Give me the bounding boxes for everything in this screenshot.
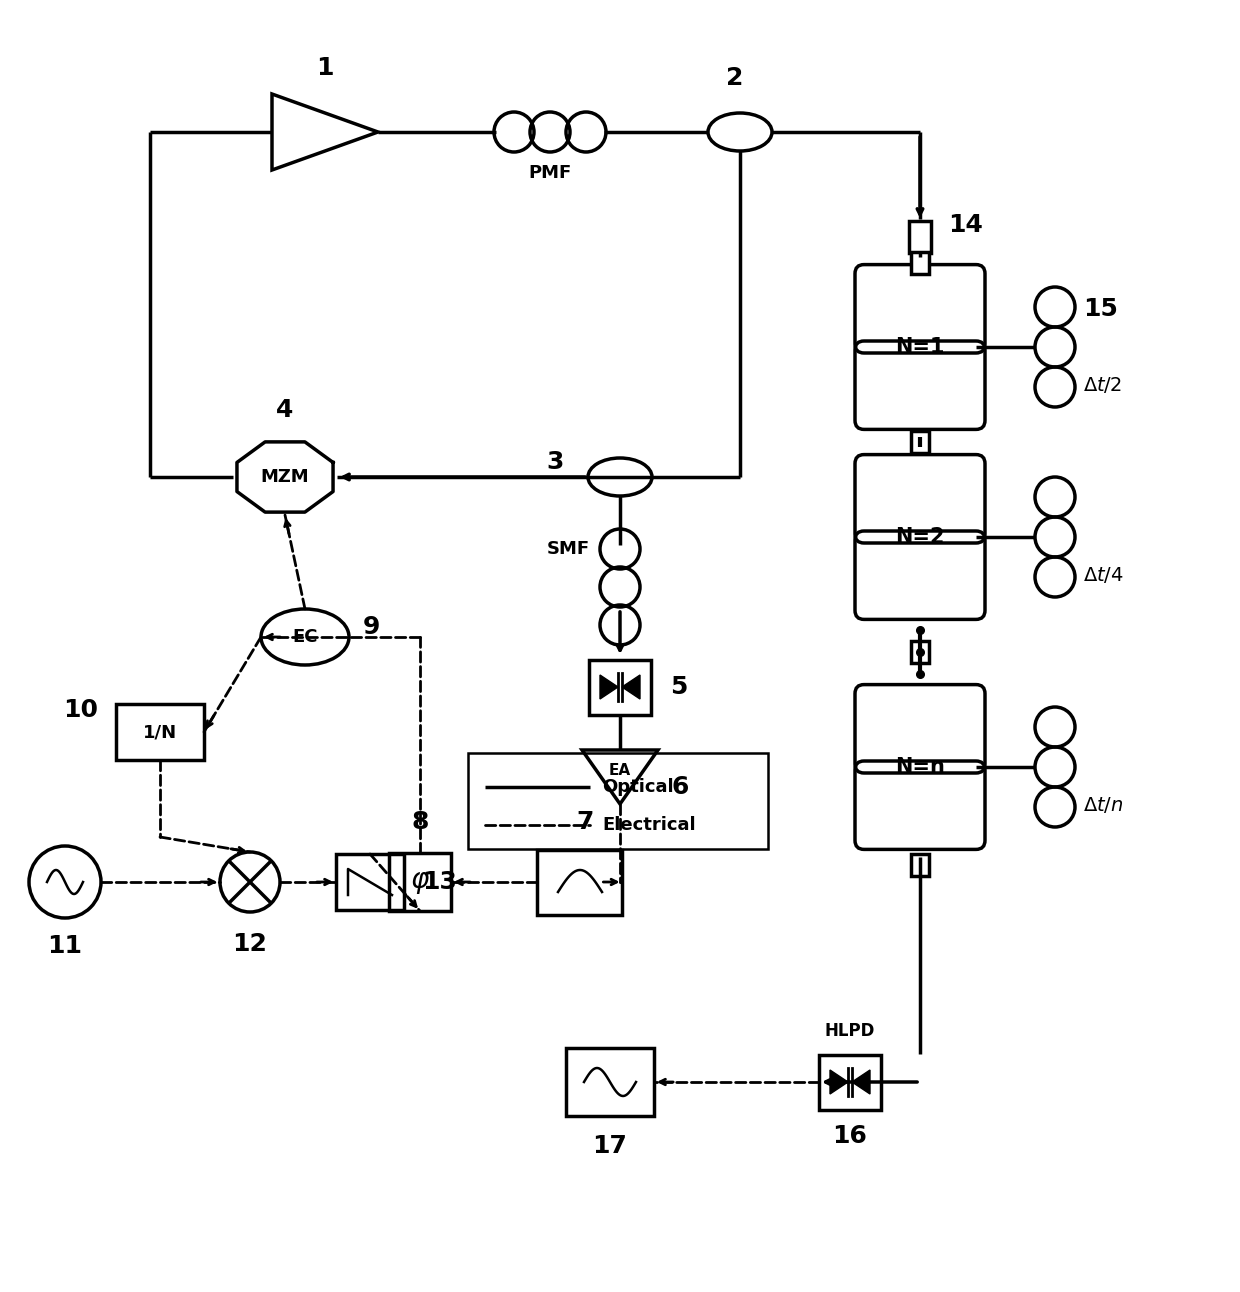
Text: MZM: MZM [260,468,309,486]
Text: HLPD: HLPD [825,1022,875,1040]
Text: N=n: N=n [895,757,945,776]
Text: $\Delta t/4$: $\Delta t/4$ [1083,565,1123,585]
Text: N=2: N=2 [895,527,945,547]
Text: 8: 8 [412,810,429,835]
Text: Optical: Optical [601,778,673,796]
Text: 15: 15 [1083,297,1118,320]
Text: 1: 1 [316,56,334,80]
FancyBboxPatch shape [911,854,929,876]
Text: 2: 2 [727,66,744,90]
Text: 13: 13 [422,870,456,894]
FancyBboxPatch shape [911,641,929,663]
Text: SMF: SMF [547,540,590,558]
Text: 4: 4 [277,398,294,422]
Text: 7: 7 [577,810,594,835]
FancyBboxPatch shape [911,432,929,453]
Text: 12: 12 [233,932,268,956]
Polygon shape [622,674,640,699]
Text: 14: 14 [949,213,983,236]
Text: 6: 6 [672,775,689,798]
Text: 5: 5 [670,674,687,699]
Text: $\Delta t/n$: $\Delta t/n$ [1083,795,1123,815]
Text: Electrical: Electrical [601,817,696,835]
Polygon shape [852,1070,870,1094]
Text: N=1: N=1 [895,337,945,357]
Text: 16: 16 [832,1124,868,1149]
Text: 1/N: 1/N [143,724,177,742]
Text: 17: 17 [593,1134,627,1158]
Text: PMF: PMF [528,164,572,182]
FancyBboxPatch shape [911,252,929,274]
Polygon shape [830,1070,848,1094]
Text: $\Delta t/2$: $\Delta t/2$ [1083,375,1122,395]
Text: $\varphi$: $\varphi$ [410,868,430,895]
Text: EC: EC [293,628,317,646]
Text: 11: 11 [47,934,83,957]
Text: 10: 10 [63,698,98,722]
Text: EA: EA [609,762,631,778]
Text: 3: 3 [547,450,564,474]
Text: 9: 9 [363,615,381,640]
Polygon shape [600,674,618,699]
